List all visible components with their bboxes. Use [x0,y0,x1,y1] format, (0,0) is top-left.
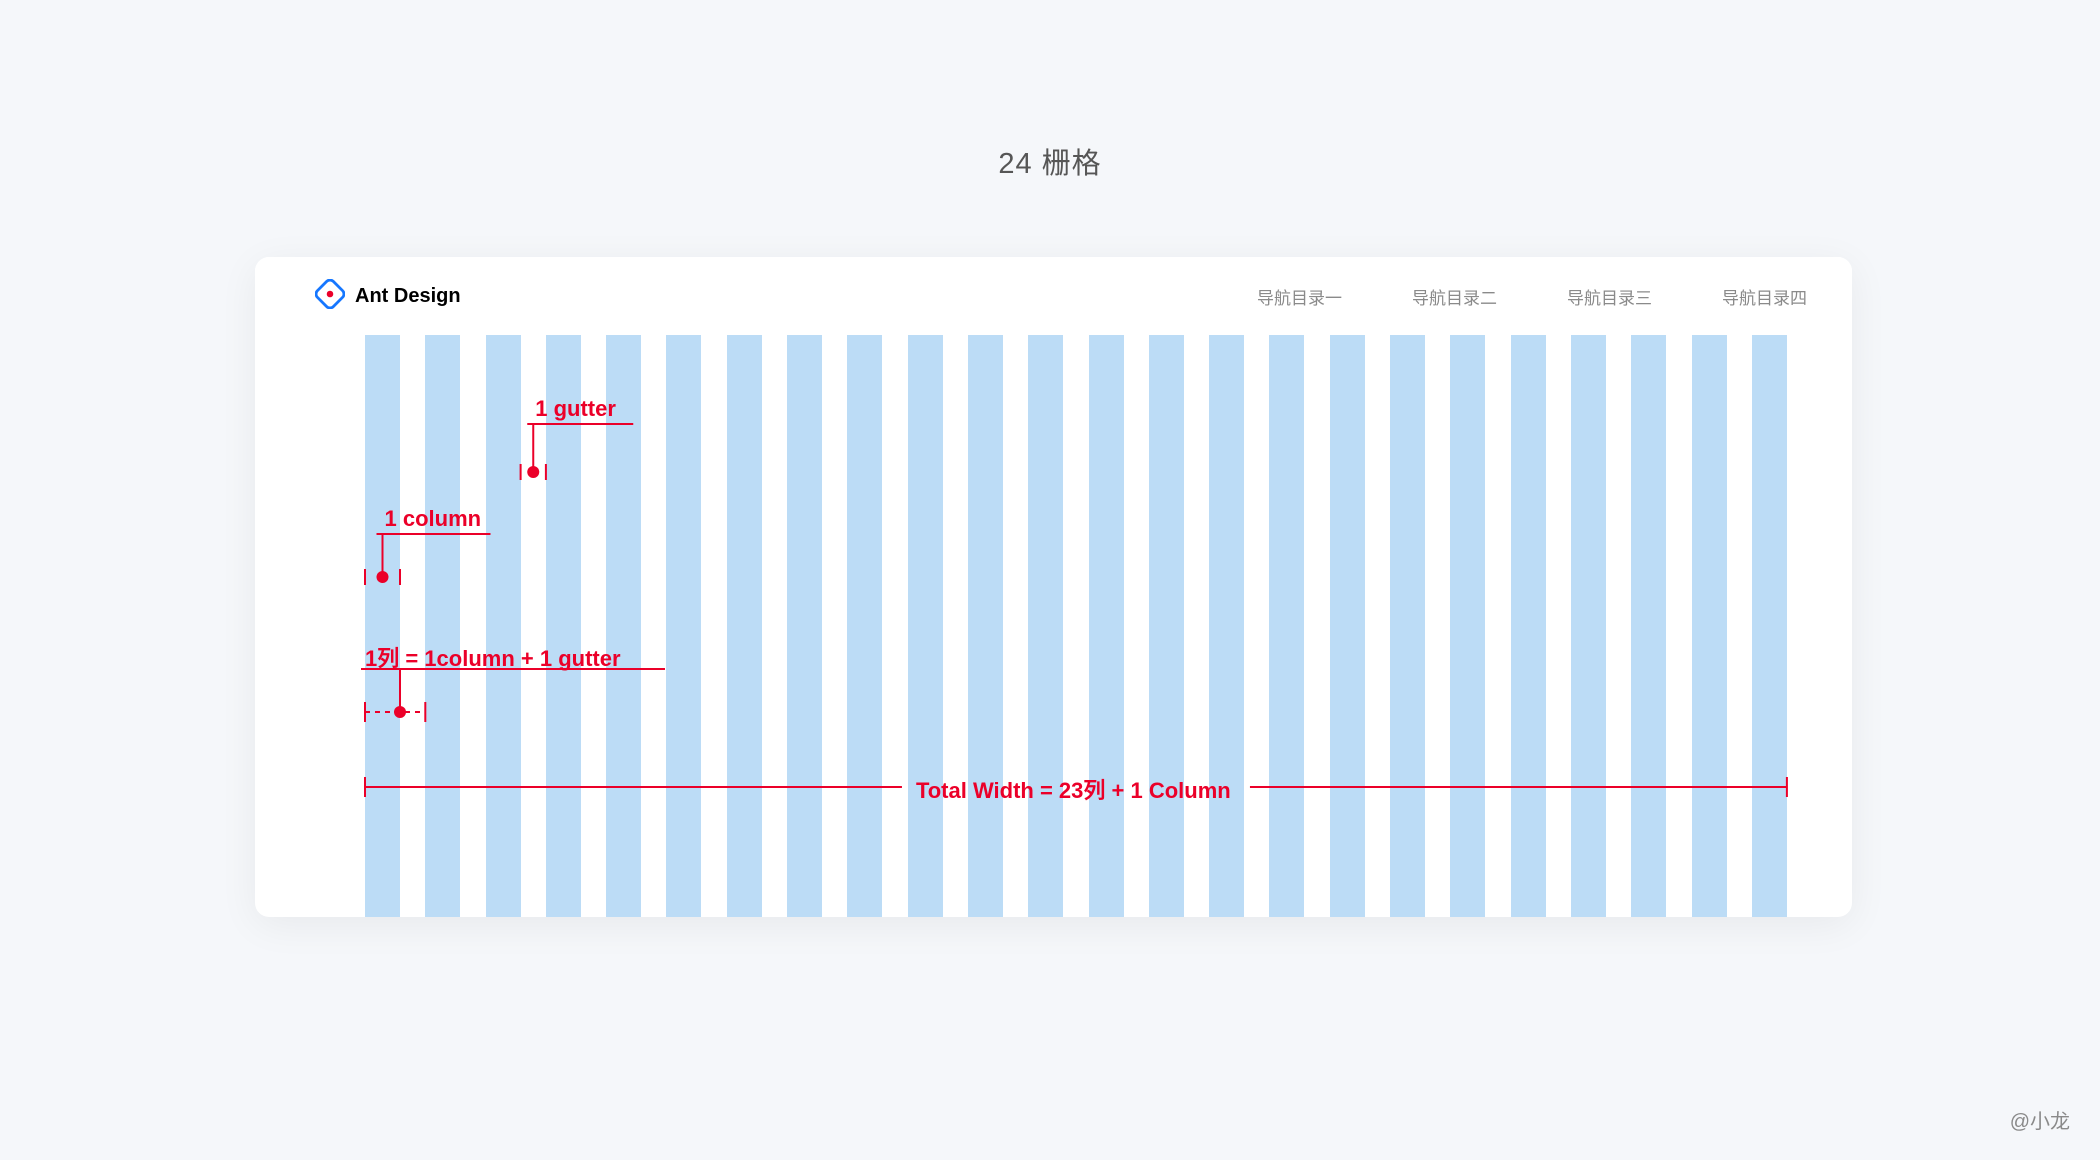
grid-column [1692,257,1727,917]
grid-gutter [1425,257,1450,917]
grid-column [486,257,521,917]
grid-column [425,257,460,917]
grid-gutter [882,257,907,917]
grid-stripes [365,257,1787,917]
grid-gutter [1244,257,1269,917]
header: Ant Design 导航目录一 导航目录二 导航目录三 导航目录四 [255,257,1852,335]
grid-gutter [1546,257,1571,917]
grid-gutter [1003,257,1028,917]
grid-gutter [521,257,546,917]
grid-column [727,257,762,917]
grid-gutter [1063,257,1088,917]
nav: 导航目录一 导航目录二 导航目录三 导航目录四 [1257,284,1807,309]
grid-column [546,257,581,917]
grid-column [666,257,701,917]
grid-gutter [1365,257,1390,917]
grid-column [1269,257,1304,917]
grid-gutter [460,257,485,917]
grid-column [1149,257,1184,917]
grid-column [1028,257,1063,917]
grid-column [365,257,400,917]
page-title: 24 栅格 [0,0,2100,182]
grid-gutter [1666,257,1691,917]
nav-item[interactable]: 导航目录二 [1412,284,1497,309]
watermark: @小龙 [2010,1105,2070,1134]
grid-gutter [581,257,606,917]
nav-item[interactable]: 导航目录三 [1567,284,1652,309]
nav-item[interactable]: 导航目录四 [1722,284,1807,309]
grid-column [1089,257,1124,917]
nav-item[interactable]: 导航目录一 [1257,284,1342,309]
grid-gutter [400,257,425,917]
grid-column [1631,257,1666,917]
grid-column [1511,257,1546,917]
grid-gutter [701,257,726,917]
grid-column [1571,257,1606,917]
grid-card: Ant Design 导航目录一 导航目录二 导航目录三 导航目录四 1 gut… [255,257,1852,917]
grid-gutter [1485,257,1510,917]
grid-gutter [822,257,847,917]
grid-gutter [762,257,787,917]
grid-column [1450,257,1485,917]
grid-column [847,257,882,917]
grid-column [1752,257,1787,917]
grid-column [1330,257,1365,917]
grid-gutter [1184,257,1209,917]
grid-gutter [1304,257,1329,917]
grid-gutter [1606,257,1631,917]
grid-column [1390,257,1425,917]
grid-gutter [1124,257,1149,917]
grid-gutter [1727,257,1752,917]
grid-gutter [943,257,968,917]
grid-column [968,257,1003,917]
grid-gutter [641,257,666,917]
grid-column [908,257,943,917]
grid-column [1209,257,1244,917]
brand-name: Ant Design [355,285,461,308]
grid-column [606,257,641,917]
grid-column [787,257,822,917]
logo-icon [315,279,345,314]
brand: Ant Design [315,279,461,314]
